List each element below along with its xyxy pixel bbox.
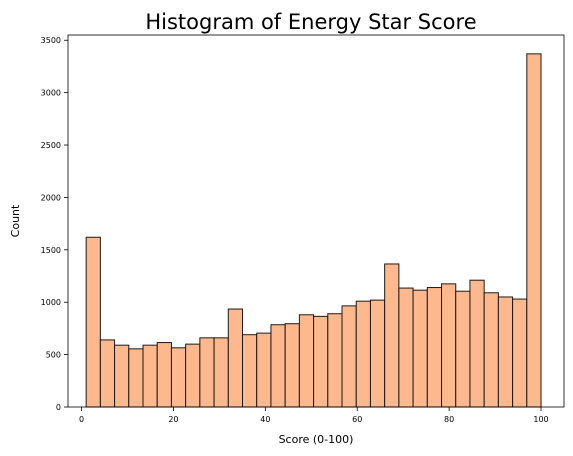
- histogram-bar: [455, 290, 471, 408]
- histogram-bar: [412, 289, 428, 408]
- x-axis-label: Score (0-100): [279, 433, 354, 446]
- histogram-bar: [199, 337, 215, 408]
- x-tick-label: 100: [533, 415, 548, 424]
- histogram-bar: [355, 300, 371, 408]
- x-tick-label: 20: [168, 415, 178, 424]
- histogram-bar: [497, 296, 514, 408]
- histogram-bar: [114, 344, 130, 408]
- y-tick-label: 3000: [41, 89, 61, 98]
- x-tick-label: 40: [260, 415, 270, 424]
- histogram-bar: [270, 324, 286, 408]
- y-axis-ticks: 0 500 1000 1500 2000 2500 3000 3500: [41, 36, 68, 412]
- histogram-bar: [384, 263, 400, 408]
- x-tick-label: 80: [444, 415, 454, 424]
- histogram-bar: [512, 298, 528, 408]
- histogram-bar: [256, 332, 272, 408]
- histogram-bar: [227, 308, 244, 408]
- y-tick-label: 500: [46, 351, 61, 360]
- histogram-bar: [441, 283, 457, 408]
- histogram-bar: [85, 236, 101, 408]
- y-tick-label: 1000: [41, 298, 61, 307]
- y-tick-label: 2500: [41, 141, 61, 150]
- y-tick-label: 0: [56, 403, 61, 412]
- x-tick-label: 60: [352, 415, 362, 424]
- histogram-bar: [156, 342, 172, 408]
- histogram-bar: [128, 348, 144, 408]
- histogram-bar: [170, 347, 187, 408]
- histogram-bar: [242, 334, 258, 408]
- histogram-bar: [185, 343, 201, 408]
- y-axis-label: Count: [9, 204, 22, 237]
- histogram-bar: [426, 287, 443, 408]
- histogram-bar: [313, 315, 329, 408]
- histogram-bar: [99, 339, 116, 408]
- histogram-bar: [483, 292, 499, 408]
- histogram-bar: [327, 313, 343, 408]
- histogram-bar: [213, 337, 229, 408]
- histogram-bar: [369, 299, 386, 408]
- histogram-bar: [469, 279, 485, 408]
- chart-title: Histogram of Energy Star Score: [145, 10, 476, 34]
- histogram-bar: [341, 305, 357, 408]
- y-tick-label: 1500: [41, 246, 61, 255]
- x-tick-label: 0: [79, 415, 84, 424]
- histogram-bar: [284, 323, 300, 408]
- plot-frame: [67, 34, 565, 408]
- x-axis-ticks: 0 20 40 60 80 100: [79, 407, 549, 424]
- y-tick-label: 2000: [41, 193, 61, 202]
- histogram-bar: [298, 314, 315, 408]
- bars-group: [85, 53, 542, 408]
- histogram-bar: [398, 287, 414, 408]
- y-tick-label: 3500: [41, 36, 61, 45]
- histogram-bar: [142, 344, 158, 408]
- histogram-bar: [526, 53, 542, 408]
